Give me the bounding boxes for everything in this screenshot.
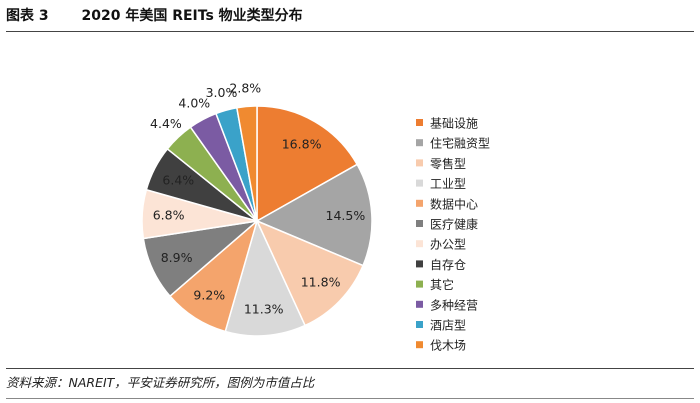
legend-swatch-7 bbox=[416, 240, 423, 248]
slice-1 bbox=[256, 105, 359, 223]
slice-12 bbox=[235, 105, 258, 222]
slice-4 bbox=[224, 218, 307, 337]
legend-label-8: 自存仓 bbox=[430, 258, 466, 272]
legend-label-4: 工业型 bbox=[430, 177, 466, 191]
slice-label-7: 6.8% bbox=[153, 208, 185, 223]
legend-swatch-12 bbox=[416, 341, 423, 349]
figure-title: 2020 年美国 REITs 物业类型分布 bbox=[81, 8, 303, 24]
legend-swatch-5 bbox=[416, 199, 423, 207]
legend-label-6: 医疗健康 bbox=[430, 217, 478, 232]
slice-label-8: 6.4% bbox=[162, 172, 194, 187]
bottom-divider bbox=[6, 398, 694, 399]
legend-swatch-9 bbox=[416, 280, 423, 288]
slice-label-4: 11.3% bbox=[244, 301, 284, 316]
slice-label-9: 4.4% bbox=[150, 116, 182, 131]
legend-swatch-3 bbox=[416, 159, 423, 167]
slice-3 bbox=[255, 219, 365, 327]
legend-swatch-11 bbox=[416, 321, 423, 328]
figure-title-bar: 图表 3 2020 年美国 REITs 物业类型分布 bbox=[6, 4, 303, 28]
legend-swatch-6 bbox=[416, 220, 423, 227]
slice-label-10: 4.0% bbox=[178, 96, 210, 111]
slice-label-6: 8.9% bbox=[161, 250, 193, 265]
legend: 基础设施住宅融资型零售型工业型数据中心医疗健康办公型自存仓其它多种经营酒店型伐木… bbox=[416, 117, 490, 353]
slice-label-5: 9.2% bbox=[193, 288, 225, 303]
legend-swatch-2 bbox=[416, 139, 423, 147]
legend-label-9: 其它 bbox=[430, 277, 454, 292]
slice-label-3: 11.8% bbox=[301, 275, 341, 290]
figure-label: 图表 3 bbox=[6, 8, 49, 24]
slice-label-1: 16.8% bbox=[282, 137, 322, 152]
legend-swatch-10 bbox=[416, 300, 423, 308]
legend-label-2: 住宅融资型 bbox=[430, 136, 490, 151]
legend-label-5: 数据中心 bbox=[430, 196, 478, 211]
legend-label-7: 办公型 bbox=[430, 237, 466, 252]
slice-label-2: 14.5% bbox=[326, 208, 366, 223]
legend-label-12: 伐木场 bbox=[430, 339, 466, 353]
slice-label-12: 2.8% bbox=[229, 81, 261, 96]
legend-swatch-1 bbox=[416, 119, 423, 126]
source-divider bbox=[6, 368, 694, 369]
legend-label-11: 酒店型 bbox=[430, 319, 466, 333]
legend-label-1: 基础设施 bbox=[430, 117, 478, 131]
slice-labels: 16.8% 14.5% 11.8% 11.3% 9.2% 8.9% 6.8% 6.4% 4.4%… bbox=[150, 81, 365, 317]
legend-swatch-4 bbox=[416, 179, 423, 187]
legend-label-10: 多种经营 bbox=[430, 298, 478, 312]
legend-label-3: 零售型 bbox=[430, 156, 466, 171]
slice-2 bbox=[255, 163, 373, 267]
source-note: 资料来源：NAREIT，平安证券研究所，图例为市值占比 bbox=[6, 375, 315, 390]
slice-label-11: 3.0% bbox=[206, 85, 238, 100]
title-divider bbox=[6, 31, 694, 32]
legend-swatch-8 bbox=[416, 260, 423, 268]
